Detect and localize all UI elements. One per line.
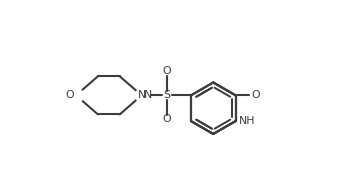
Text: O: O	[163, 114, 171, 124]
Text: N: N	[137, 90, 146, 100]
Text: NH: NH	[239, 116, 255, 126]
Text: O: O	[251, 90, 260, 100]
Text: O: O	[65, 90, 74, 100]
Text: O: O	[163, 66, 171, 76]
Text: S: S	[163, 90, 171, 100]
Text: N: N	[144, 90, 152, 100]
